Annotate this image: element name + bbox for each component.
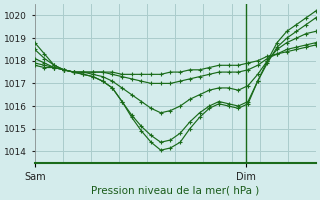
X-axis label: Pression niveau de la mer( hPa ): Pression niveau de la mer( hPa ) [91,186,260,196]
